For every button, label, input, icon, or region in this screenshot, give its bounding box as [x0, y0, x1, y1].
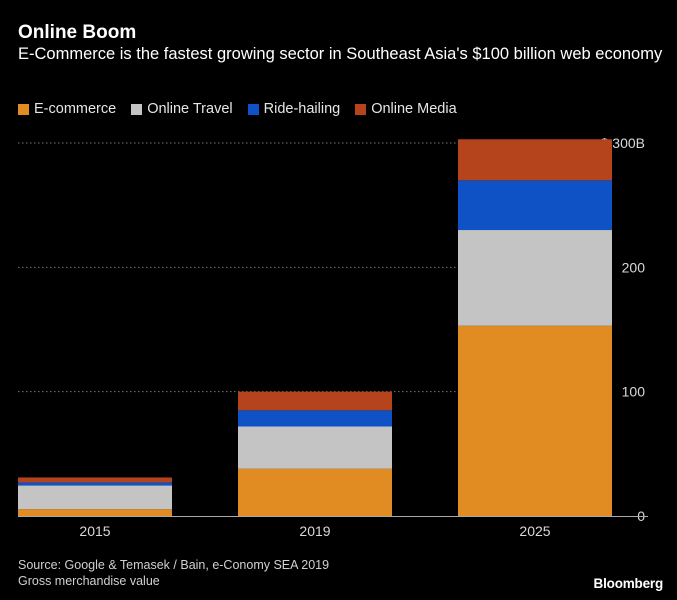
bar-segment: [238, 391, 392, 411]
bar-segment: [458, 180, 612, 231]
chart-title: Online Boom: [18, 22, 137, 43]
legend: E-commerce Online Travel Ride-hailing On…: [18, 101, 457, 117]
legend-label-online-travel: Online Travel: [147, 101, 233, 117]
legend-label-ecommerce: E-commerce: [34, 101, 117, 117]
legend-item-online-travel: Online Travel: [131, 101, 233, 117]
legend-swatch-ecommerce: [18, 103, 29, 115]
bar-segment: [238, 426, 392, 469]
bar-segment: [18, 509, 172, 516]
legend-label-ride-hailing: Ride-hailing: [263, 101, 341, 117]
legend-swatch-online-travel: [131, 103, 143, 115]
x-tick-label: 2015: [79, 523, 110, 539]
measure-note: Gross merchandise value: [18, 574, 160, 588]
bar-segment: [18, 477, 172, 483]
legend-item-online-media: Online Media: [355, 101, 457, 117]
bar-segment: [18, 482, 172, 486]
y-tick-label: 100: [622, 384, 646, 400]
bar-segment: [458, 139, 612, 181]
chart-subtitle: E-Commerce is the fastest growing sector…: [18, 45, 663, 63]
legend-swatch-ride-hailing: [247, 103, 259, 115]
bar-segment: [238, 468, 392, 516]
bar-segment: [238, 410, 392, 427]
legend-item-ecommerce: E-commerce: [18, 101, 116, 117]
y-tick-label: 200: [622, 259, 646, 275]
legend-swatch-online-media: [355, 103, 367, 115]
source-text: Source: Google & Temasek / Bain, e-Conom…: [18, 558, 330, 572]
bloomberg-logo: Bloomberg: [593, 576, 664, 591]
source-note: Source: Google & Temasek / Bain, e-Conom…: [18, 557, 329, 589]
legend-label-online-media: Online Media: [371, 101, 457, 117]
bar-segment: [458, 325, 612, 516]
x-tick-label: 2025: [519, 523, 550, 539]
bar-segment: [18, 485, 172, 510]
bar-segment: [458, 230, 612, 326]
legend-item-ride-hailing: Ride-hailing: [247, 101, 341, 117]
x-tick-label: 2019: [299, 523, 330, 539]
